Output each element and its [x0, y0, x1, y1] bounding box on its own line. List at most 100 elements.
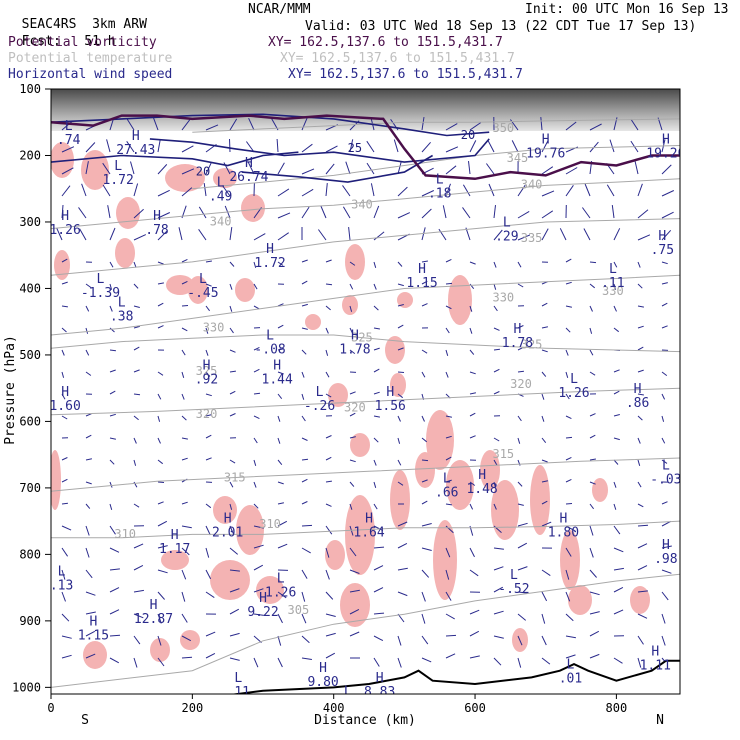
valid-label: Valid: 03 UTC Wed 18 Sep 13 (22 CDT Tue … [305, 19, 697, 34]
extremum-value: .38 [110, 309, 133, 324]
wind-vector [565, 654, 576, 659]
wind-vector [107, 205, 111, 219]
wind-vector [445, 569, 450, 580]
vertical-motion-blob [305, 314, 321, 330]
wind-vector [277, 232, 289, 241]
wind-vector [445, 183, 451, 197]
wind-vector [661, 635, 666, 646]
wind-vector [325, 632, 336, 637]
wind-vector [541, 228, 549, 241]
wind-vector [157, 569, 168, 574]
extremum-high-marker: H [651, 644, 659, 659]
wind-vector [133, 283, 139, 289]
wind-vector [205, 393, 212, 397]
wind-vector [397, 371, 405, 373]
wind-vector [541, 349, 548, 353]
wind-vector [301, 613, 307, 624]
wind-vector [61, 393, 66, 400]
wind-vector [373, 261, 377, 268]
wind-vector [85, 142, 96, 153]
wind-vector [181, 569, 187, 580]
x-axis-tick-label: 0 [47, 701, 54, 715]
wind-vector [109, 283, 113, 290]
vertical-motion-blob [433, 520, 457, 600]
wind-vector [157, 230, 168, 241]
wind-vector [589, 305, 593, 312]
theta-contour-label: 340 [521, 178, 543, 192]
wind-vector [469, 392, 477, 395]
wind-vector [613, 437, 620, 441]
wind-vector [565, 371, 569, 378]
wind-vector [342, 185, 351, 197]
extremum-high-marker: H [61, 385, 69, 400]
wind-vector [157, 635, 162, 646]
extremum-low-marker: L [609, 262, 617, 277]
wind-vector [205, 283, 212, 287]
wind-vector [589, 481, 596, 485]
extremum-high-marker: H [514, 322, 522, 337]
wind-vector [229, 283, 233, 290]
wind-vector [609, 139, 615, 153]
wind-vector [493, 205, 496, 219]
wind-vector [301, 478, 308, 483]
extremum-low-marker: L [199, 272, 207, 287]
wind-vector [181, 168, 195, 175]
wind-vector [245, 141, 255, 153]
wind-vector [469, 305, 473, 312]
wind-vector [109, 481, 113, 488]
wind-speed-label: 20 [461, 128, 475, 142]
wind-vector [253, 613, 264, 616]
wind-vector [349, 349, 356, 355]
wind-vector [541, 437, 547, 444]
wind-vector [445, 371, 449, 378]
wind-vector [565, 525, 576, 532]
wind-vector [61, 305, 68, 308]
wind-vector [541, 613, 546, 624]
wind-vector [349, 589, 360, 593]
org-label: NCAR/MMM [248, 2, 311, 17]
vertical-motion-blob [415, 452, 435, 488]
wind-vector [277, 162, 285, 175]
wind-vector [469, 349, 475, 355]
wind-vector [661, 591, 669, 601]
wind-vector [181, 258, 188, 263]
wind-vector [517, 591, 528, 594]
wind-vector [253, 283, 258, 290]
terrain-surface-line [229, 659, 680, 694]
vertical-motion-blob [350, 433, 370, 457]
wind-vector [661, 229, 672, 241]
wind-vector [493, 635, 504, 639]
wind-vector [589, 503, 594, 510]
wind-vector [445, 327, 450, 334]
wind-vector [109, 525, 116, 535]
wind-vector [397, 521, 408, 527]
wind-vector [397, 261, 403, 267]
wind-vector [613, 327, 620, 333]
wind-vector [421, 523, 432, 527]
vertical-motion-blob [568, 585, 592, 615]
wind-vector [373, 503, 378, 510]
wind-vector [157, 657, 165, 667]
wind-vector [366, 162, 375, 175]
wind-vector [301, 303, 308, 307]
extremum-low-marker: L [266, 329, 274, 344]
wind-vector [637, 524, 649, 527]
wind-vector [157, 591, 165, 600]
wind-vector [661, 164, 672, 175]
wind-vector [157, 371, 164, 376]
wind-vector [613, 414, 620, 417]
vertical-motion-blob [426, 410, 454, 470]
vertical-motion-blob [241, 194, 265, 222]
extremum-value: 1.72 [254, 256, 285, 271]
wind-vector [85, 413, 92, 417]
wind-vector [325, 569, 330, 580]
vertical-motion-blob [446, 460, 474, 510]
wind-vector [613, 228, 621, 241]
vertical-motion-blob [530, 465, 550, 535]
theta-contour [51, 573, 680, 688]
wind-vector [565, 258, 572, 263]
field-wind-xy: XY= 162.5,137.6 to 151.5,431.7 [288, 67, 523, 82]
extremum-value: -.03 [650, 472, 681, 487]
vertical-motion-blob [166, 275, 194, 295]
wind-vector [517, 657, 522, 668]
